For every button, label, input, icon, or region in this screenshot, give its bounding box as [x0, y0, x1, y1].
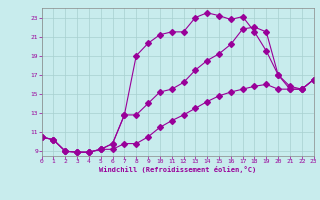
X-axis label: Windchill (Refroidissement éolien,°C): Windchill (Refroidissement éolien,°C) — [99, 166, 256, 173]
